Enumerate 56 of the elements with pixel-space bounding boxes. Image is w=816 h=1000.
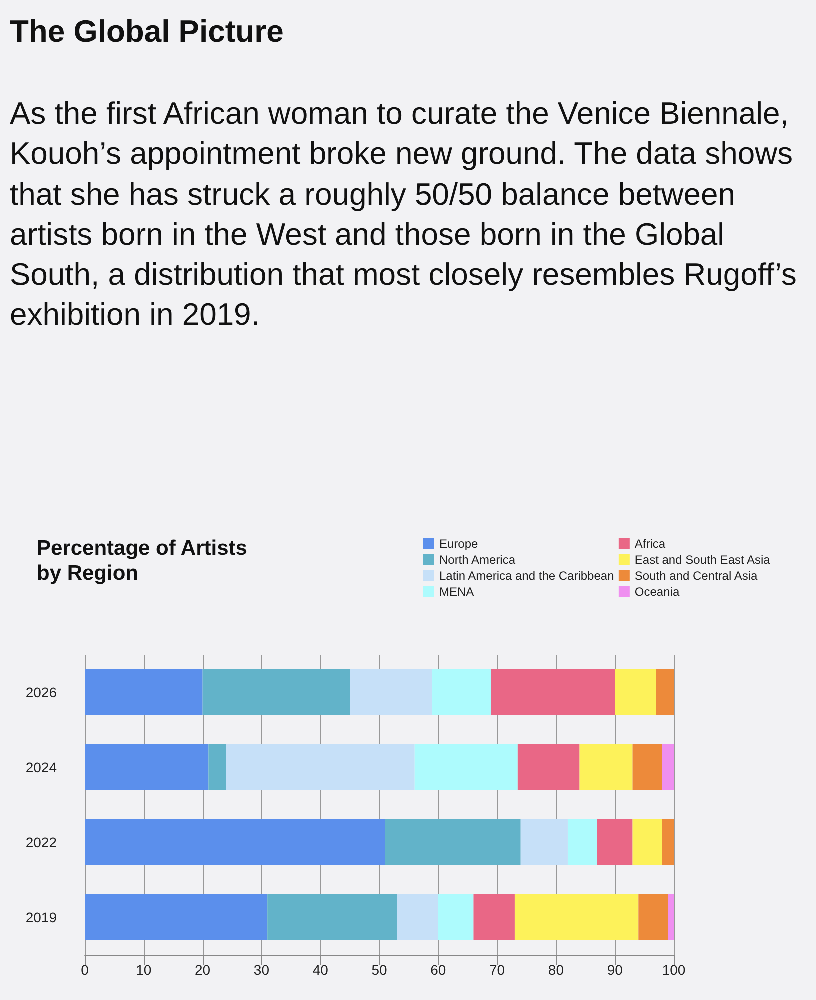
bar — [438, 894, 474, 940]
bar — [656, 670, 674, 716]
legend-label: Oceania — [634, 585, 680, 599]
legend-label: East and South East Asia — [634, 553, 771, 567]
bar — [580, 744, 633, 790]
bar — [202, 670, 350, 716]
x-tick-label: 50 — [372, 962, 388, 978]
bar — [518, 744, 580, 790]
bar — [638, 894, 668, 940]
bar — [397, 894, 438, 940]
x-tick-label: 20 — [195, 962, 211, 978]
x-tick-label: 0 — [81, 962, 90, 978]
chart-subtitle: As the first African woman to curate the Venice Biennale, Kouoh’s appointment broke new ground. The data shows that she has struck a roughly 50/50 balance between artists born in the West and those born in the Global South, a distribution that most closely resembles Rugoff’s exhibition in 2019. — [9, 95, 798, 334]
bar — [514, 894, 639, 940]
y-tick-label: 2019 — [26, 910, 58, 926]
bar — [520, 820, 568, 866]
chart-title: The Global Picture — [9, 13, 285, 50]
bar — [615, 670, 656, 716]
x-tick-label: 70 — [490, 962, 506, 978]
x-tick-label: 30 — [254, 962, 270, 978]
legend-label: South and Central Asia — [634, 569, 758, 583]
y-tick-label: 2022 — [26, 834, 58, 850]
legend-label: Africa — [634, 537, 666, 551]
bar — [662, 744, 674, 790]
x-tick-label: 10 — [136, 962, 152, 978]
y-tick-label: 2024 — [26, 760, 58, 776]
bar — [85, 894, 268, 940]
legend-label: MENA — [439, 585, 474, 599]
legend-label: North America — [439, 553, 516, 567]
x-tick-label: 100 — [662, 962, 686, 978]
bar — [85, 820, 386, 866]
bar — [491, 670, 616, 716]
bar — [350, 670, 433, 716]
legend-label: Europe — [439, 537, 478, 551]
x-tick-label: 80 — [548, 962, 564, 978]
bar — [597, 820, 633, 866]
bar — [385, 820, 521, 866]
bar — [268, 894, 398, 940]
bar — [632, 744, 662, 790]
bar — [662, 820, 674, 866]
bar — [414, 744, 518, 790]
bar — [85, 670, 203, 716]
bar — [668, 894, 674, 940]
legend-label: Latin America and the Caribbean — [439, 569, 614, 583]
bar — [632, 820, 662, 866]
bar — [208, 744, 226, 790]
x-tick-label: 40 — [312, 962, 329, 978]
text: Percentage of Artists by Region — [37, 537, 254, 585]
bar — [226, 744, 415, 790]
bar — [474, 894, 515, 940]
x-tick-label: 90 — [607, 962, 624, 978]
bar — [432, 670, 492, 716]
x-tick-label: 60 — [430, 962, 446, 978]
y-tick-label: 2026 — [26, 684, 58, 700]
bar — [85, 744, 209, 790]
bar — [568, 820, 598, 866]
